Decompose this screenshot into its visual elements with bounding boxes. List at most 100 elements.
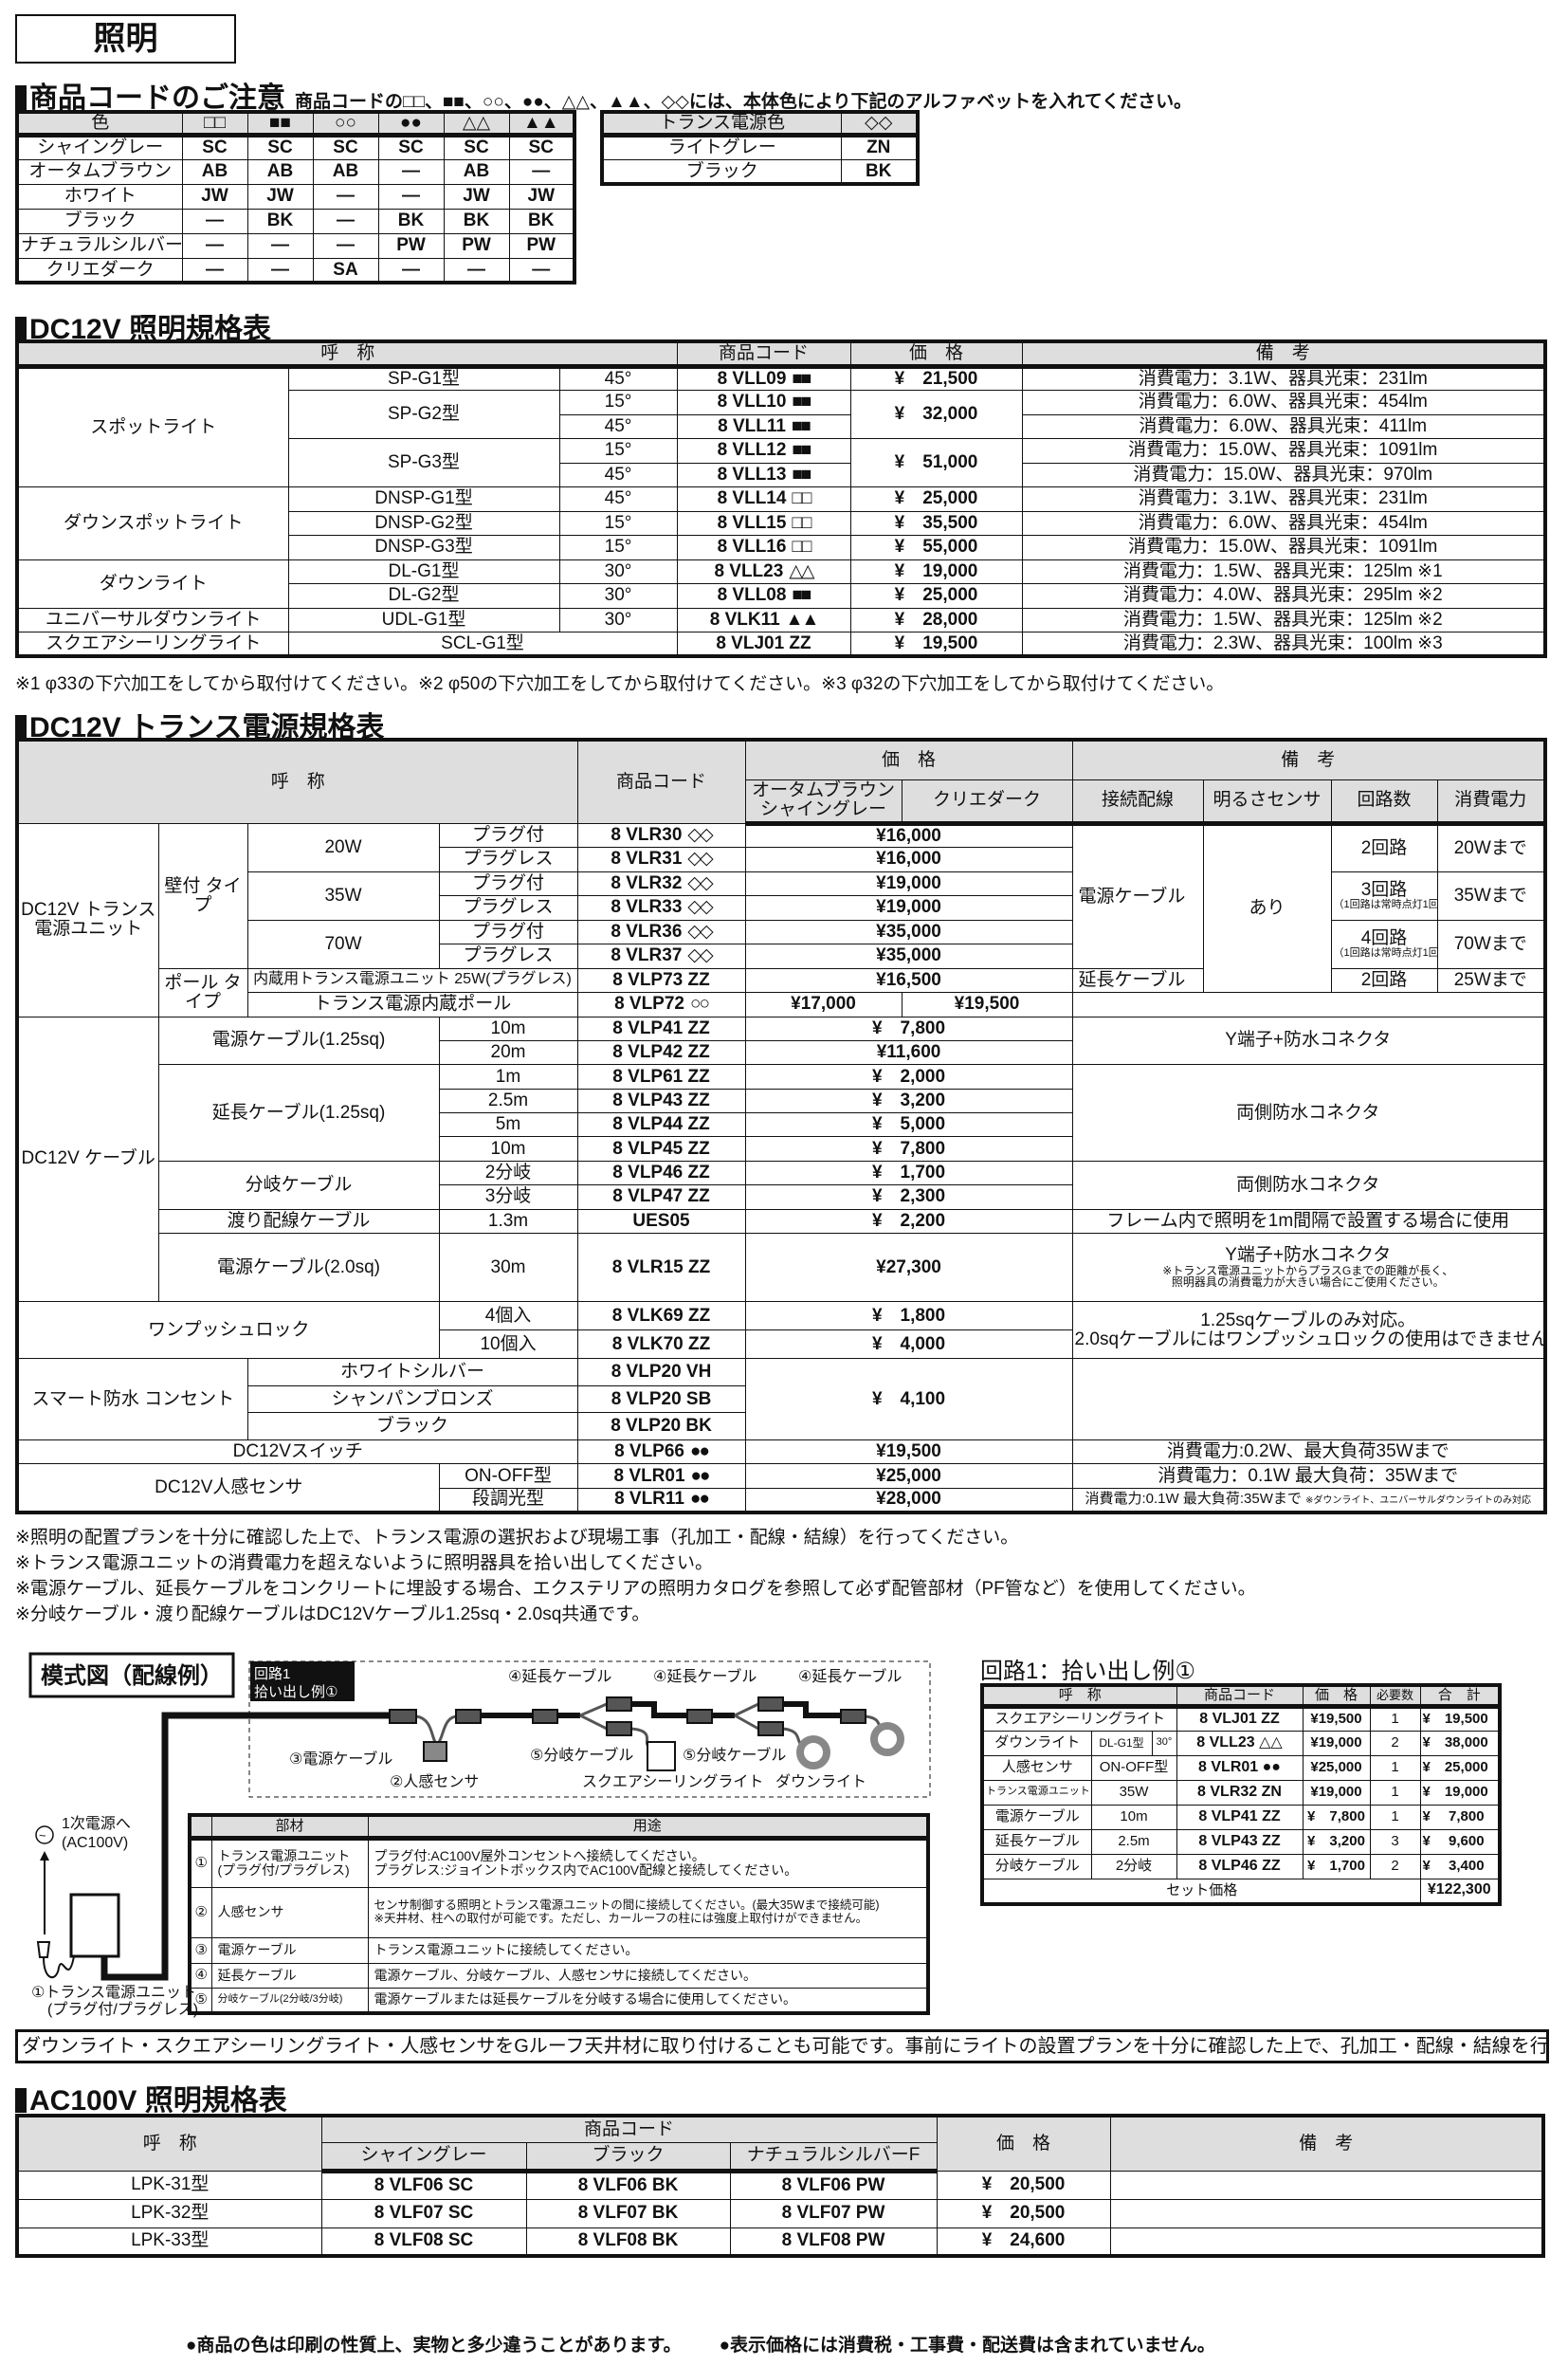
beam-angle: 15°	[558, 438, 678, 464]
part-name: 電源ケーブル	[210, 1936, 369, 1964]
pickup-title: 回路1：拾い出し例①	[980, 1659, 1195, 1684]
svg-text:⑤分岐ケーブル: ⑤分岐ケーブル	[530, 1746, 633, 1764]
item-name: トランス電源ユニット	[981, 1779, 1092, 1806]
color-mark: ■■	[792, 585, 811, 606]
color-code: AB	[246, 158, 314, 185]
product-code: 8 VLF08 BK	[525, 2227, 731, 2257]
spec-note: 1.25sqケーブルのみ対応。 2.0sqケーブルにはワンプッシュロックの使用はで…	[1071, 1301, 1546, 1360]
svg-text:(AC100V): (AC100V)	[62, 1835, 128, 1851]
beam-angle: 45°	[558, 413, 678, 439]
length: 10m	[438, 1016, 578, 1041]
table-row: ブラック — BK — BK BK BK	[16, 208, 575, 234]
part-use: センサ制御する照明とトランス電源ユニットの間に接続してください。(最大35Wまで…	[367, 1886, 929, 1938]
unit-group: DC12V トランス電源ユニット	[16, 822, 159, 1018]
product-code: 8 VLK11 ▲▲	[676, 607, 851, 632]
subtotal: ¥ 38,000	[1419, 1730, 1501, 1756]
price: ¥19,000	[744, 895, 1073, 921]
table-row: LPK-32型 8 VLF07 SC 8 VLF07 BK 8 VLF07 PW ¥ 2…	[16, 2198, 1544, 2228]
table-row: DNSP-G2型 15° 8 VLL15 □□ ¥ 35,500 消費電力：6.0W、器具…	[17, 510, 1546, 536]
sensor-type: ON-OFF型	[438, 1463, 578, 1489]
color-code: SC	[181, 134, 248, 160]
item-angle: 30°	[1151, 1730, 1177, 1756]
model-name: SP-G1型	[287, 365, 560, 391]
spec-note: 消費電力：6.0W、器具光束：411lm	[1021, 413, 1546, 439]
product-code: 8 VLP43 ZZ	[576, 1088, 746, 1114]
product-code: 8 VLP72 ○○	[576, 992, 746, 1018]
ac-power-icon	[35, 1825, 54, 1844]
product-group: ユニバーサルダウンライト	[16, 607, 289, 632]
color-code: BK	[443, 208, 510, 234]
price: ¥19,500	[1302, 1705, 1371, 1732]
price: ¥ 25,000	[849, 486, 1023, 512]
product-name: 渡り配線ケーブル	[157, 1208, 440, 1235]
circuits: 4回路（1回路は常時点灯1回路）	[1330, 919, 1438, 969]
pack-size: 4個入	[438, 1301, 578, 1331]
product-code: 8 VLJ01 ZZ	[676, 632, 851, 657]
product-code: 8 VLP42 ZZ	[576, 1039, 746, 1066]
wiring: 延長ケーブル	[1071, 967, 1204, 993]
item-model: 2.5m	[1090, 1828, 1177, 1855]
dc12v-spec-table: 呼 称 商品コード 価 格 備 考 スポットライト SP-G1型 45° 8 VLL0…	[15, 339, 1547, 658]
table-row: スポットライト SP-G1型 45° 8 VLL09 ■■ ¥ 21,500 消費電力：3.…	[16, 365, 1546, 487]
product-code: 8 VLP73 ZZ	[576, 967, 746, 993]
color-name: ホワイト	[16, 183, 183, 210]
length: 1m	[438, 1064, 578, 1090]
length: 30m	[438, 1233, 578, 1303]
product-code: 8 VLP43 ZZ	[1176, 1828, 1304, 1855]
max-power: 35Wまで	[1436, 871, 1546, 921]
quantity: 3	[1369, 1828, 1421, 1855]
plug-type: プラグ付	[438, 919, 578, 944]
spec-note: 消費電力：6.0W、器具光束：454lm	[1021, 510, 1546, 536]
product-code: 8 VLF06 SC	[320, 2170, 527, 2200]
price: ¥17,000	[744, 992, 903, 1018]
price: ¥35,000	[744, 944, 1073, 969]
table-row: オータムブラウン AB AB AB — AB —	[16, 158, 575, 185]
color-name: オータムブラウン	[16, 158, 183, 185]
svg-text:④延長ケーブル: ④延長ケーブル	[653, 1667, 757, 1685]
product-code: 8 VLJ01 ZZ	[1176, 1705, 1304, 1732]
circuits: 2回路	[1330, 822, 1438, 872]
beam-angle: 45°	[558, 365, 678, 391]
color-name: ホワイトシルバー	[246, 1358, 578, 1386]
beam-angle: 30°	[558, 583, 678, 609]
table-row: ③ 電源ケーブル トランス電源ユニットに接続してください。	[189, 1936, 929, 1964]
max-power: 20Wまで	[1436, 822, 1546, 872]
svg-text:~: ~	[39, 1828, 46, 1842]
product-name: 内蔵用トランス電源ユニット 25W(プラグレス)	[246, 967, 578, 993]
power-cable	[100, 1712, 390, 1981]
table-row: ワンプッシュロック 4個入 8 VLK69 ZZ ¥ 1,800 1.25sqケーブルの…	[16, 1301, 1546, 1360]
table-row: トランス電源ユニット 35W 8 VLR32 ZN ¥19,000 1 ¥ 19,000	[981, 1779, 1501, 1806]
color-mark: □□	[792, 488, 811, 509]
table-row: 分岐ケーブル 2分岐 8 VLP46 ZZ ¥ 1,700 2 ¥ 3,400	[981, 1853, 1501, 1879]
spec-note: 消費電力：15.0W、器具光束：970lm	[1021, 462, 1546, 487]
connectors	[389, 1696, 866, 1736]
product-code: 8 VLL23 △△	[676, 559, 851, 584]
beam-angle: 15°	[558, 535, 678, 560]
dc12v-footnote: ※1 φ33の下穴加工をしてから取付けてください。※2 φ50の下穴加工をしてか…	[15, 674, 1225, 694]
subtotal: ¥ 25,000	[1419, 1754, 1501, 1781]
color-mark: ■■	[792, 392, 811, 412]
part-number: ④	[189, 1962, 212, 1989]
product-code: 8 VLP41 ZZ	[576, 1016, 746, 1041]
model-name: SCL-G1型	[287, 632, 678, 657]
color-mark: △△	[789, 560, 814, 581]
plug-icon	[36, 1941, 75, 1978]
max-power: 70Wまで	[1436, 919, 1546, 969]
length: 1.3m	[438, 1208, 578, 1235]
color-name: シャンパンブロンズ	[246, 1384, 578, 1414]
color-code: JW	[246, 183, 314, 210]
item-model: 10m	[1090, 1804, 1177, 1830]
svg-text:②人感センサ: ②人感センサ	[390, 1773, 479, 1790]
model-name: DNSP-G1型	[287, 486, 560, 512]
product-code: 8 VLL09 ■■	[676, 365, 851, 391]
part-use: 電源ケーブルまたは延長ケーブルを分岐する場合に使用してください。	[367, 1987, 929, 2014]
item-model: ON-OFF型	[1090, 1754, 1177, 1781]
table-row: プラグレス 8 VLR33 ◇◇ ¥19,000	[17, 895, 1545, 921]
spec-note: 消費電力：3.1W、器具光束：231lm	[1021, 365, 1546, 391]
beam-angle: 15°	[558, 390, 678, 415]
table-row: 延長ケーブル(1.25sq) 1m 8 VLP61 ZZ ¥ 2,000 両側防水コネク…	[17, 1064, 1546, 1162]
svg-text:(プラグ付/プラグレス): (プラグ付/プラグレス)	[47, 2001, 198, 2018]
color-code: SC	[508, 134, 575, 160]
plug-type: プラグレス	[438, 895, 578, 921]
